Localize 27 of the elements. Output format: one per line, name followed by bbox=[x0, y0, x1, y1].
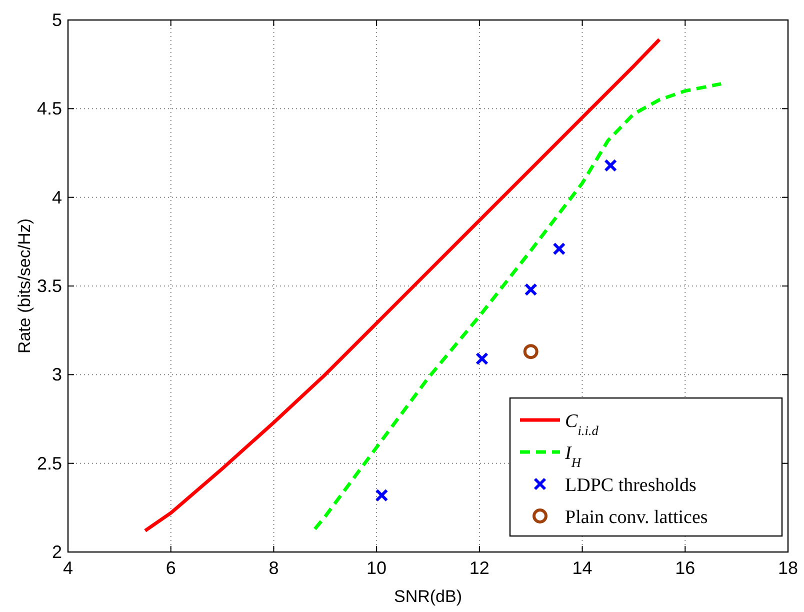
y-tick-label: 4.5 bbox=[36, 98, 62, 119]
x-tick-label: 10 bbox=[366, 558, 387, 578]
y-tick-label: 3 bbox=[52, 364, 62, 385]
y-tick-label: 3.5 bbox=[36, 276, 62, 296]
point bbox=[552, 242, 566, 256]
point bbox=[476, 352, 488, 366]
x-tick-label: 6 bbox=[166, 558, 176, 578]
legend-label: Plain conv. lattices bbox=[565, 507, 708, 528]
point bbox=[523, 344, 538, 360]
x-axis-title: SNR(dB) bbox=[394, 587, 462, 606]
legend-label: LDPC thresholds bbox=[565, 475, 696, 496]
line-series bbox=[313, 82, 723, 531]
x-tick-label: 14 bbox=[572, 558, 592, 578]
point bbox=[375, 488, 388, 502]
legend-label: I$_{H}$ bbox=[564, 443, 582, 470]
x-tick-label: 12 bbox=[469, 558, 490, 578]
y-tick-label: 2 bbox=[52, 542, 62, 562]
point bbox=[524, 283, 538, 296]
x-tick-label: 18 bbox=[778, 558, 798, 578]
y-axis-title: Rate (bits/sec/Hz) bbox=[15, 218, 34, 354]
y-tick-label: 4 bbox=[52, 187, 62, 208]
legend-label: C$_{i.i.d}$ bbox=[565, 411, 599, 438]
point bbox=[604, 158, 618, 172]
x-tick-label: 16 bbox=[675, 558, 696, 578]
y-tick-label: 5 bbox=[52, 10, 62, 30]
x-tick-label: 8 bbox=[268, 558, 279, 578]
y-tick-label: 2.5 bbox=[36, 453, 62, 474]
